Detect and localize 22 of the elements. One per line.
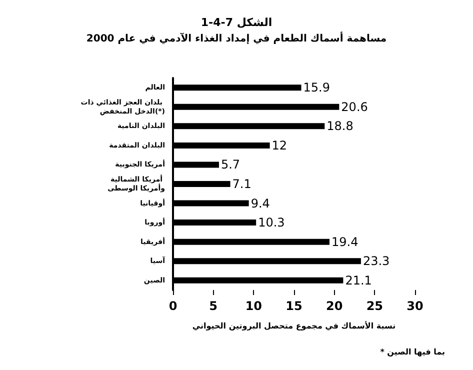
data-label: 19.4: [331, 234, 358, 249]
data-label: 23.3: [362, 254, 390, 268]
x-tick-label: 15: [286, 299, 302, 313]
x-tick-label: 10: [245, 299, 262, 313]
x-tick-label: 30: [406, 299, 424, 313]
x-tick-label: 20: [326, 299, 343, 313]
x-tick-label: 0: [168, 299, 178, 313]
data-label: 20.6: [341, 100, 368, 114]
data-label: 18.8: [326, 119, 354, 134]
chart-title: الشكل 7-4-1: [200, 16, 272, 29]
data-label: 15.9: [303, 80, 330, 95]
text: * بما فيها الصين: [380, 348, 446, 356]
data-label: 5.7: [220, 158, 240, 172]
data-label: 9.4: [250, 196, 270, 210]
x-tick-label: 25: [366, 299, 384, 313]
x-tick-label: 5: [209, 299, 218, 313]
data-label: 10.3: [258, 216, 285, 230]
data-label: 7.1: [232, 177, 252, 191]
x-axis-title: نسبة الأسماك في مجموع متحصل البروتين الحيواني: [192, 320, 396, 330]
data-label: 12: [272, 138, 288, 152]
data-label: 21.1: [345, 273, 372, 288]
chart-subtitle: مساهمة أسماك الطعام في إمداد الغذاء الآدمي في عام 2000: [86, 32, 387, 44]
